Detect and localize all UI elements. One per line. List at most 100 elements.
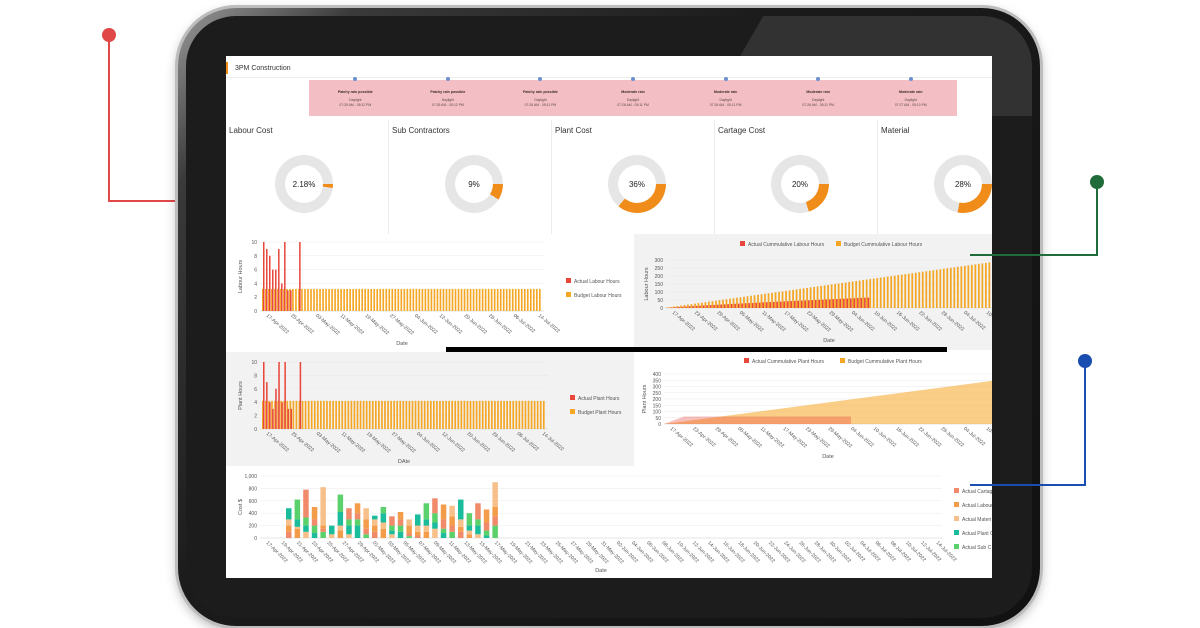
weather-condition: Patchy rain possible	[522, 90, 558, 94]
budget-cumulative-bar	[718, 300, 721, 308]
budget-cumulative-bar	[953, 267, 956, 308]
cost-stack-segment	[380, 522, 387, 529]
budget-cumulative-bar	[858, 280, 861, 308]
weather-day: Patchy rain possible Daylight 07:25 AM - 0…	[402, 77, 495, 116]
x-tick-label: 04-Jun-2022	[850, 310, 876, 333]
weather-time: 07:26 AM - 05:11 PM	[617, 103, 649, 107]
budget-cumulative-bar	[886, 276, 889, 308]
budget-cumulative-bar	[988, 262, 991, 308]
x-tick-label: 23-Apr-2022	[691, 426, 716, 449]
cost-stack-segment	[372, 519, 378, 526]
legend-label: Actual Materi	[962, 517, 991, 523]
x-tick-label: 22-Jun-2022	[917, 426, 943, 449]
budget-bar	[402, 400, 405, 429]
x-tick-label: 12-Jun-2022	[438, 313, 464, 336]
cost-stack-segment	[337, 494, 344, 512]
budget-bar	[322, 288, 324, 311]
legend-label: Budget Cummulative Labour Hours	[844, 242, 923, 248]
budget-cumulative-bar	[673, 306, 675, 308]
callout-green-dot	[1090, 175, 1104, 189]
budget-bar	[376, 288, 379, 311]
budget-bar	[286, 400, 289, 429]
budget-cumulative-bar	[956, 266, 959, 308]
actual-cumulative-bar	[685, 306, 687, 308]
budget-bar	[262, 400, 264, 429]
header-accent	[226, 62, 228, 74]
donut-card: Cartage Cost 20%	[715, 120, 878, 234]
callout-green-horizontal	[970, 254, 1098, 256]
legend-label: Actual Cartage	[962, 489, 992, 495]
rain-icon	[816, 77, 821, 81]
budget-bar	[280, 400, 283, 429]
budget-bar	[484, 400, 487, 429]
budget-cumulative-bar	[809, 287, 812, 308]
x-tick-label: 29-Apr-2022	[716, 310, 741, 333]
actual-cumulative-bar	[699, 305, 701, 308]
x-tick-label: 19-May-2022	[364, 313, 391, 337]
budget-cumulative-bar	[676, 306, 679, 308]
cost-stack-segment	[286, 525, 292, 532]
budget-bar	[521, 400, 524, 429]
actual-cumulative-bar	[671, 307, 673, 308]
cost-stack-segment	[389, 516, 395, 526]
budget-bar	[429, 400, 432, 429]
cost-stack-segment	[458, 526, 464, 532]
x-tick-label: 28-Jun-2022	[487, 313, 513, 336]
rain-icon	[723, 77, 728, 81]
budget-bar	[511, 288, 514, 311]
budget-bar	[397, 288, 400, 311]
weather-daylight: Daylight	[626, 98, 640, 102]
cost-stack-segment	[475, 525, 481, 535]
budget-bar	[379, 288, 382, 311]
budget-cumulative-bar	[743, 296, 745, 308]
callout-blue-dot	[1078, 354, 1092, 368]
weather-time: 07:25 AM - 05:12 PM	[339, 103, 372, 107]
cost-stack-segment	[372, 525, 378, 532]
budget-bar	[359, 400, 362, 429]
cost-stack-segment	[406, 519, 412, 526]
budget-bar	[448, 288, 451, 311]
budget-bar	[368, 400, 371, 429]
budget-cumulative-bar	[935, 269, 938, 308]
actual-cumulative-bar	[783, 301, 786, 308]
cost-stack-segment	[354, 525, 361, 538]
budget-cumulative-bar	[704, 302, 707, 308]
budget-bar	[384, 400, 386, 429]
budget-bar	[445, 288, 448, 311]
budget-bar	[520, 288, 523, 311]
budget-bar	[298, 400, 301, 429]
budget-bar	[335, 400, 337, 429]
budget-bar	[466, 288, 469, 311]
budget-cumulative-bar	[823, 285, 826, 308]
y-tick-label: 0	[658, 422, 661, 428]
donut-title: Plant Cost	[555, 126, 592, 135]
cost-stack-segment	[475, 534, 481, 538]
y-tick-label: 6	[254, 387, 257, 393]
budget-bar	[334, 288, 336, 311]
y-tick-label: 200	[655, 274, 664, 280]
budget-bar	[350, 400, 353, 429]
y-tick-label: 250	[655, 266, 664, 272]
legend-swatch	[954, 530, 959, 535]
budget-bar	[355, 288, 357, 311]
budget-cumulative-bar	[911, 273, 914, 308]
cost-stack-segment	[432, 498, 438, 514]
cost-stack-segment	[432, 528, 438, 538]
budget-bar	[403, 288, 406, 311]
budget-cumulative-bar	[788, 290, 791, 308]
donut-ring: 36%	[608, 155, 666, 213]
budget-bar	[289, 400, 292, 429]
actual-cumulative-bar	[674, 307, 677, 308]
budget-bar	[533, 400, 536, 429]
budget-cumulative-bar	[981, 263, 984, 308]
actual-cumulative-bar	[716, 304, 719, 308]
y-axis-title: Labour Hours	[238, 260, 244, 294]
budget-bar	[454, 400, 457, 429]
budget-bar	[423, 400, 426, 429]
x-tick-label: 03-May-2022	[314, 313, 341, 337]
budget-bar	[514, 288, 517, 311]
budget-bar	[515, 400, 518, 429]
budget-bar	[409, 288, 412, 311]
budget-bar	[463, 400, 466, 429]
cost-stack-segment	[406, 533, 412, 537]
